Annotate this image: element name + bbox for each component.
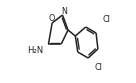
Text: Cl: Cl (102, 15, 110, 23)
Text: N: N (62, 7, 67, 16)
Text: H₂N: H₂N (28, 45, 44, 55)
Text: Cl: Cl (94, 63, 102, 72)
Text: O: O (48, 14, 55, 23)
